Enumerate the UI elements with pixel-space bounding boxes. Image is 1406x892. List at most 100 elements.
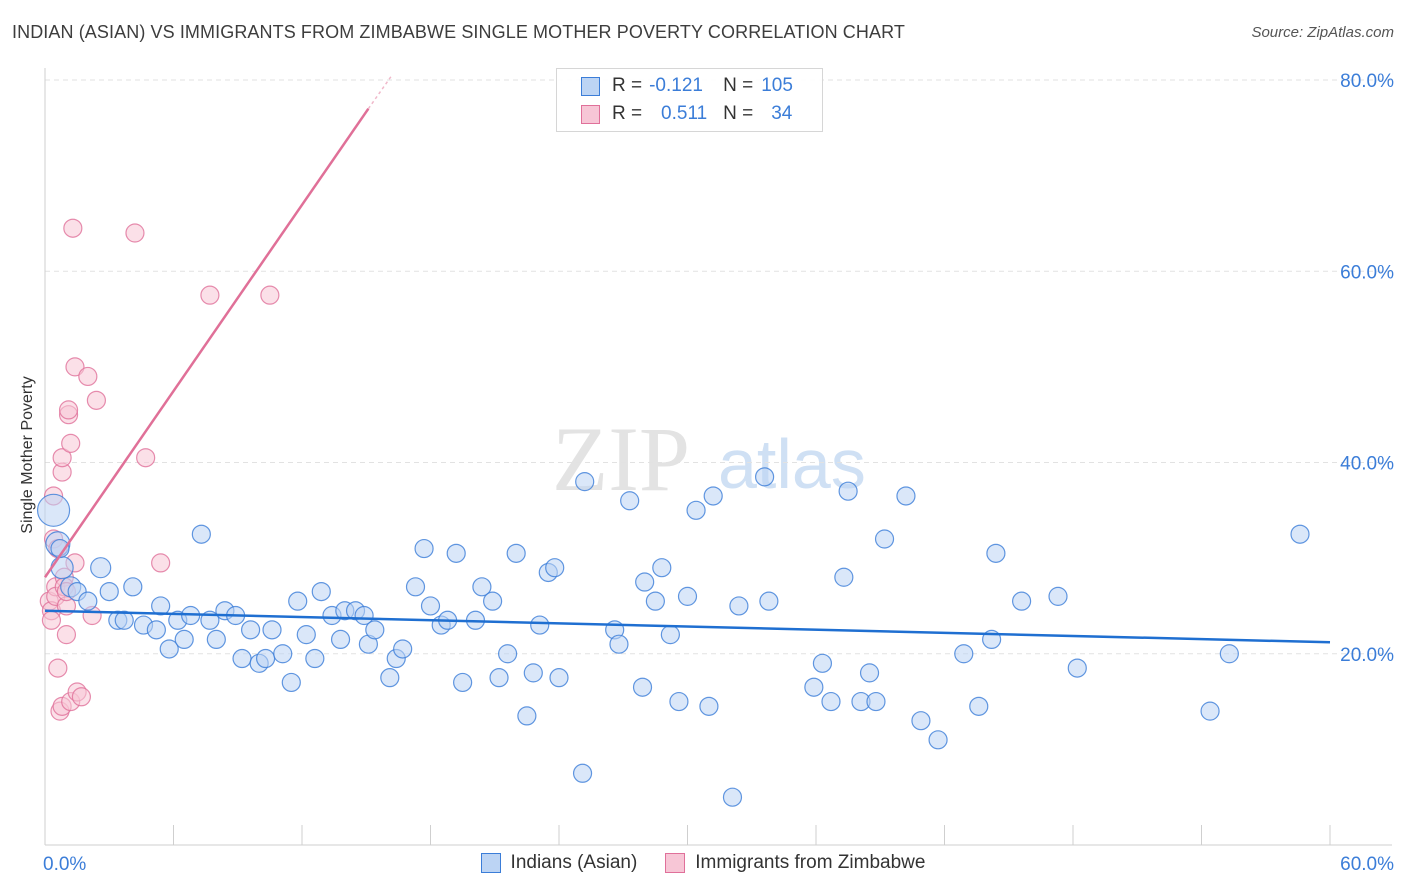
indian-point	[159, 639, 179, 659]
zimbabwe-points	[39, 218, 280, 721]
indian-point	[498, 644, 518, 664]
indian-point	[575, 472, 595, 492]
indian-point	[420, 596, 441, 616]
indian-point	[1290, 524, 1310, 544]
indian-point	[969, 696, 989, 716]
zimbabwe-trend-line	[43, 107, 370, 578]
indian-point	[703, 486, 723, 506]
y-tick-label: 20.0%	[1340, 645, 1394, 666]
x-tick-label: 60.0%	[1340, 854, 1394, 875]
legend-r-value: 0.511	[661, 103, 708, 124]
indian-point	[123, 577, 143, 597]
indian-point	[812, 653, 833, 673]
zimbabwe-point	[136, 448, 156, 468]
indian-point	[1219, 644, 1239, 664]
indian-point	[669, 691, 689, 712]
indian-point	[206, 629, 226, 650]
zimbabwe-point	[63, 218, 83, 238]
indian-point	[896, 486, 916, 506]
indian-point	[859, 663, 880, 683]
indian-point	[446, 543, 466, 563]
zimbabwe-point	[78, 366, 98, 387]
indian-point	[986, 543, 1006, 563]
legend-swatch-indian	[581, 76, 600, 96]
zimbabwe-point	[65, 357, 85, 377]
indian-point	[146, 620, 166, 640]
indian-point	[330, 629, 351, 650]
indian-point	[174, 629, 194, 650]
legend-r-label: R =	[612, 75, 643, 96]
indian-point	[954, 644, 974, 664]
watermark-zip: ZIP	[552, 408, 690, 510]
indian-point	[838, 481, 858, 501]
zimbabwe-point	[151, 553, 171, 573]
indian-point	[151, 596, 171, 616]
indian-point	[866, 691, 886, 712]
indian-point	[549, 668, 569, 688]
zimbabwe-trend-extension	[367, 74, 393, 110]
zimbabwe-point	[41, 610, 62, 630]
indian-point	[365, 620, 385, 640]
indian-trend-line	[44, 609, 1331, 644]
indian-point	[296, 625, 316, 645]
indian-point	[90, 557, 112, 579]
legend-label-zimbabwe: Immigrants from Zimbabwe	[695, 852, 926, 873]
zimbabwe-point	[71, 687, 92, 707]
indian-point	[517, 706, 537, 726]
indian-point	[50, 556, 74, 580]
indian-points	[36, 467, 1310, 807]
axes	[44, 68, 1392, 846]
indian-point	[311, 581, 331, 602]
zimbabwe-point	[58, 400, 79, 420]
indian-point	[722, 787, 743, 807]
indian-point	[677, 586, 698, 606]
indian-point	[255, 648, 276, 669]
tick-labels: 20.0% 40.0% 60.0% 80.0% 0.0% 60.0%	[43, 71, 1394, 875]
y-tick-label: 40.0%	[1340, 454, 1394, 475]
legend-swatch-zimbabwe	[665, 853, 686, 873]
indian-point	[686, 500, 706, 520]
correlation-legend: R = -0.121 N = 105 R = 0.511 N = 34	[556, 68, 823, 132]
indian-point	[652, 558, 672, 578]
zimbabwe-point	[125, 223, 145, 243]
indian-point	[281, 672, 301, 693]
legend-item-indian[interactable]: Indians (Asian)	[480, 852, 637, 874]
indian-point	[1011, 591, 1032, 611]
indian-point	[620, 491, 640, 511]
grid	[45, 79, 1392, 655]
x-tick-label: 0.0%	[43, 854, 86, 875]
indian-point	[241, 620, 261, 640]
source-label: Source: ZipAtlas.com	[1251, 24, 1394, 41]
indian-point	[506, 543, 526, 563]
indian-point	[1067, 658, 1087, 678]
series-legend: Indians (Asian) Immigrants from Zimbabwe	[0, 850, 1406, 876]
legend-r-value: -0.121	[649, 75, 703, 96]
indian-point	[645, 591, 665, 611]
indian-point	[1200, 701, 1220, 721]
indian-point	[99, 581, 119, 602]
indian-point	[660, 625, 680, 645]
legend-r-label: R =	[612, 103, 643, 124]
indian-point	[632, 677, 653, 697]
legend-row-zimbabwe: R = 0.511 N = 34	[581, 102, 792, 126]
legend-swatch-zimbabwe	[581, 104, 600, 124]
indian-point	[354, 605, 374, 626]
y-tick-label: 80.0%	[1340, 71, 1394, 92]
indian-point	[804, 677, 824, 697]
indian-point	[232, 648, 252, 669]
zimbabwe-point	[48, 658, 68, 678]
legend-item-zimbabwe[interactable]: Immigrants from Zimbabwe	[665, 852, 925, 874]
indian-point	[523, 663, 543, 683]
indian-point	[114, 610, 134, 630]
legend-swatch-indian	[480, 853, 501, 873]
indian-point	[928, 730, 948, 750]
zimbabwe-point	[61, 433, 81, 453]
legend-n-value: 34	[771, 103, 793, 124]
indian-point	[821, 691, 841, 712]
y-tick-label: 60.0%	[1340, 262, 1394, 283]
indian-point	[36, 493, 71, 527]
indian-point	[545, 558, 565, 578]
indian-point	[759, 591, 779, 611]
indian-point	[405, 577, 426, 597]
